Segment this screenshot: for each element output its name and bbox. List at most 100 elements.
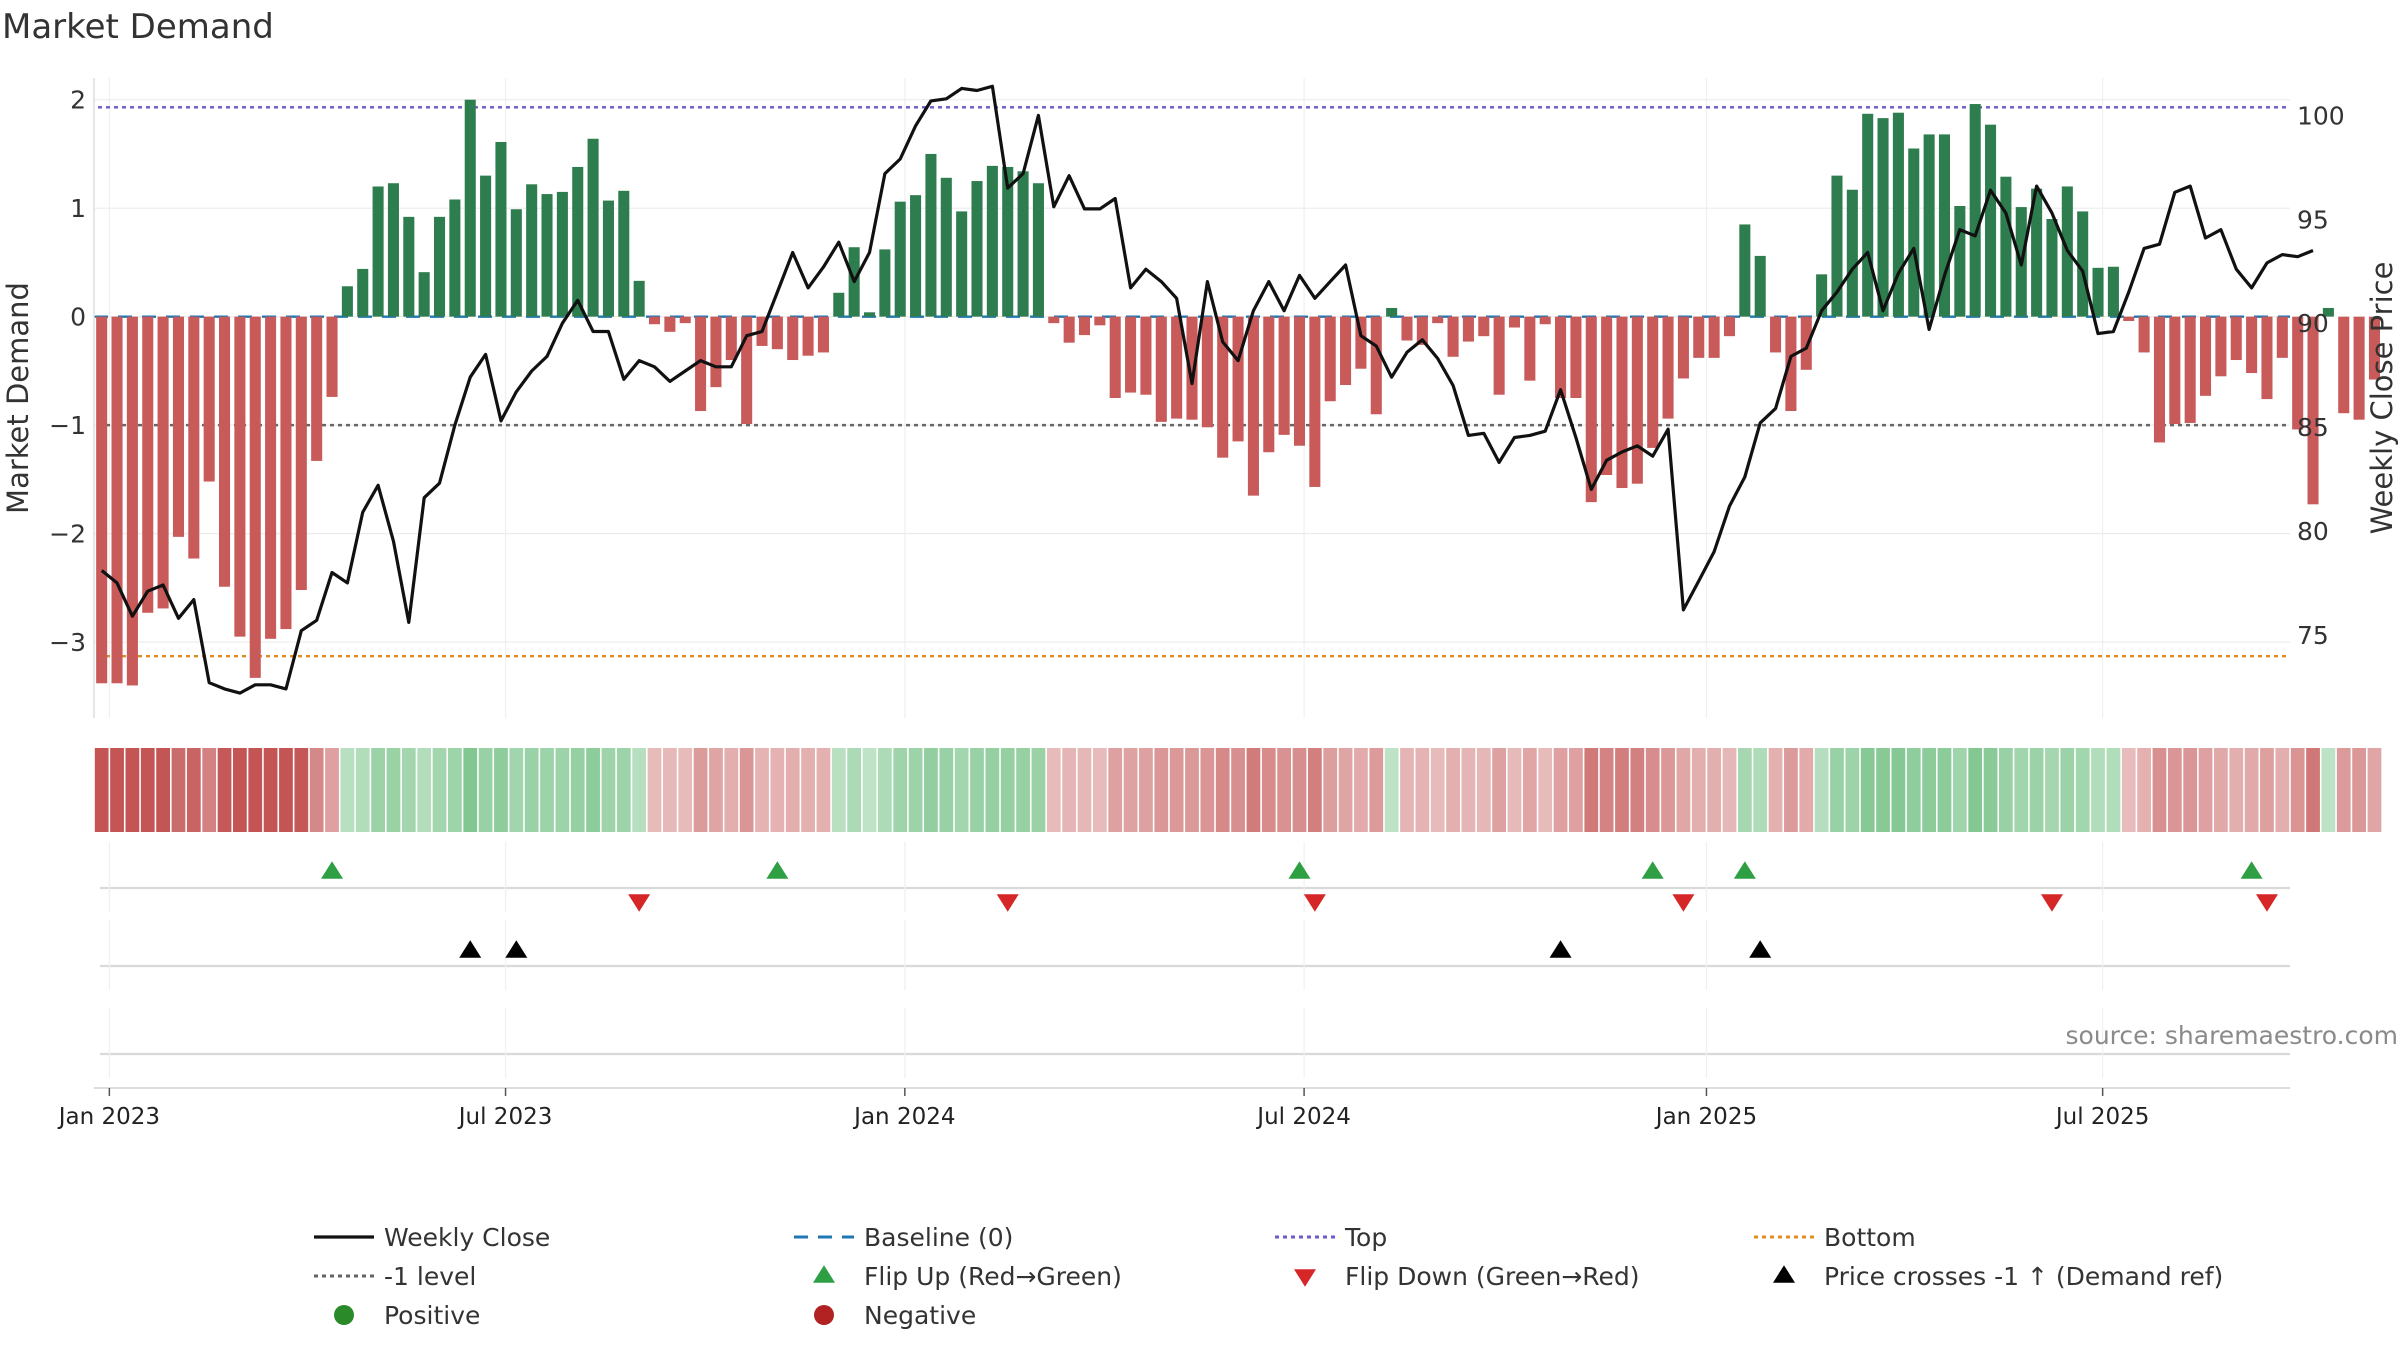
heat-cell bbox=[893, 748, 908, 832]
demand-bar bbox=[526, 184, 538, 317]
heat-cell bbox=[831, 748, 846, 832]
heat-cell bbox=[217, 748, 232, 832]
legend-item: Flip Down (Green→Red) bbox=[1294, 1262, 1640, 1291]
right-tick-label: 85 bbox=[2297, 413, 2329, 442]
demand-bar bbox=[1078, 316, 1091, 336]
legend-item: Positive bbox=[334, 1301, 480, 1330]
demand-bar bbox=[1324, 316, 1336, 402]
heat-cell bbox=[1169, 748, 1184, 832]
demand-bar bbox=[1432, 316, 1444, 324]
demand-bar bbox=[1017, 171, 1029, 317]
demand-bar bbox=[602, 200, 614, 317]
x-tick-label: Jan 2023 bbox=[57, 1104, 160, 1130]
demand-bar bbox=[2215, 316, 2227, 377]
heat-cell bbox=[1123, 748, 1138, 832]
demand-bar bbox=[357, 268, 369, 317]
heat-cell bbox=[924, 748, 938, 832]
demand-bar bbox=[480, 175, 492, 317]
legend-label: Top bbox=[1344, 1223, 1387, 1252]
legend-label: -1 level bbox=[384, 1262, 476, 1291]
heat-cell bbox=[1400, 748, 1414, 832]
demand-bar bbox=[894, 201, 906, 317]
flip-down-marker bbox=[996, 894, 1019, 912]
demand-bar bbox=[1677, 316, 1689, 379]
demand-bar bbox=[1140, 316, 1152, 395]
x-tick-label: Jul 2024 bbox=[1255, 1104, 1351, 1130]
x-tick-label: Jul 2023 bbox=[457, 1104, 553, 1130]
demand-bar bbox=[1340, 316, 1352, 385]
demand-bar bbox=[648, 316, 661, 325]
flip-down-marker bbox=[2255, 894, 2278, 912]
legend-label: Flip Down (Green→Red) bbox=[1345, 1262, 1640, 1291]
demand-bar bbox=[2107, 266, 2119, 317]
demand-bar bbox=[2353, 316, 2365, 420]
heat-cell bbox=[647, 748, 662, 832]
demand-bar bbox=[879, 249, 891, 317]
demand-bar bbox=[695, 316, 707, 412]
demand-bar bbox=[1816, 274, 1828, 317]
heat-cell bbox=[1031, 748, 1046, 832]
demand-bar bbox=[1585, 316, 1597, 503]
demand-bar bbox=[510, 209, 522, 317]
demand-bar bbox=[956, 211, 968, 317]
demand-bar bbox=[1985, 124, 1997, 317]
flip-up-marker bbox=[1641, 861, 1664, 879]
demand-bar bbox=[2000, 176, 2012, 317]
legend-label: Flip Up (Red→Green) bbox=[864, 1262, 1122, 1291]
heat-cell bbox=[1461, 748, 1476, 832]
heat-cell bbox=[1983, 748, 1998, 832]
demand-bar bbox=[1032, 183, 1044, 317]
empty-marker-track bbox=[100, 1008, 2290, 1078]
price-line-group bbox=[100, 84, 2314, 695]
demand-bar bbox=[541, 194, 553, 317]
heat-cell bbox=[325, 748, 339, 832]
legend-label: Bottom bbox=[1824, 1223, 1916, 1252]
heat-cell bbox=[2060, 748, 2075, 832]
heat-cell bbox=[1906, 748, 1921, 832]
heat-cell bbox=[970, 748, 984, 832]
demand-bar bbox=[2046, 219, 2058, 317]
demand-bar bbox=[679, 316, 691, 324]
heat-cell bbox=[1968, 748, 1983, 832]
demand-bar bbox=[1570, 316, 1582, 398]
legend-label: Baseline (0) bbox=[864, 1223, 1013, 1252]
heat-cell bbox=[985, 748, 1000, 832]
heat-cell bbox=[662, 748, 677, 832]
flip-down-marker bbox=[1672, 894, 1695, 912]
flip-down-marker bbox=[1303, 894, 1326, 912]
heat-cell bbox=[586, 748, 600, 832]
heat-cell bbox=[1538, 748, 1553, 832]
heat-cell bbox=[171, 748, 186, 832]
demand-bar bbox=[633, 280, 645, 317]
legend-item: Top bbox=[1275, 1223, 1387, 1252]
demand-bar bbox=[1247, 316, 1259, 496]
flip-up-marker bbox=[1733, 861, 1756, 879]
heat-cell bbox=[309, 748, 324, 832]
demand-bar bbox=[787, 316, 799, 361]
demand-bar bbox=[126, 316, 138, 686]
heat-cell bbox=[2075, 748, 2090, 832]
heat-cell bbox=[908, 748, 923, 832]
heat-cell bbox=[1737, 748, 1752, 832]
heat-cell bbox=[616, 748, 631, 832]
heat-cell bbox=[1292, 748, 1307, 832]
legend-swatch-triangle-up bbox=[813, 1265, 835, 1283]
flip-up-marker bbox=[2240, 861, 2263, 879]
heat-cell bbox=[801, 748, 815, 832]
heat-cell bbox=[1691, 748, 1706, 832]
demand-bar bbox=[2338, 316, 2350, 414]
demand-bar bbox=[1723, 316, 1736, 337]
heat-cell bbox=[1830, 748, 1844, 832]
demand-bar bbox=[142, 316, 154, 613]
demand-bar bbox=[495, 142, 507, 317]
heat-cell bbox=[478, 748, 493, 832]
price-cross-marker bbox=[1549, 940, 1572, 958]
heat-cell bbox=[570, 748, 585, 832]
heat-cell bbox=[2137, 748, 2151, 832]
left-tick-label: 1 bbox=[70, 194, 86, 223]
heat-cell bbox=[1139, 748, 1153, 832]
heat-cell bbox=[1661, 748, 1675, 832]
heat-cell bbox=[1307, 748, 1322, 832]
heat-cell bbox=[2091, 748, 2105, 832]
heat-cell bbox=[954, 748, 969, 832]
